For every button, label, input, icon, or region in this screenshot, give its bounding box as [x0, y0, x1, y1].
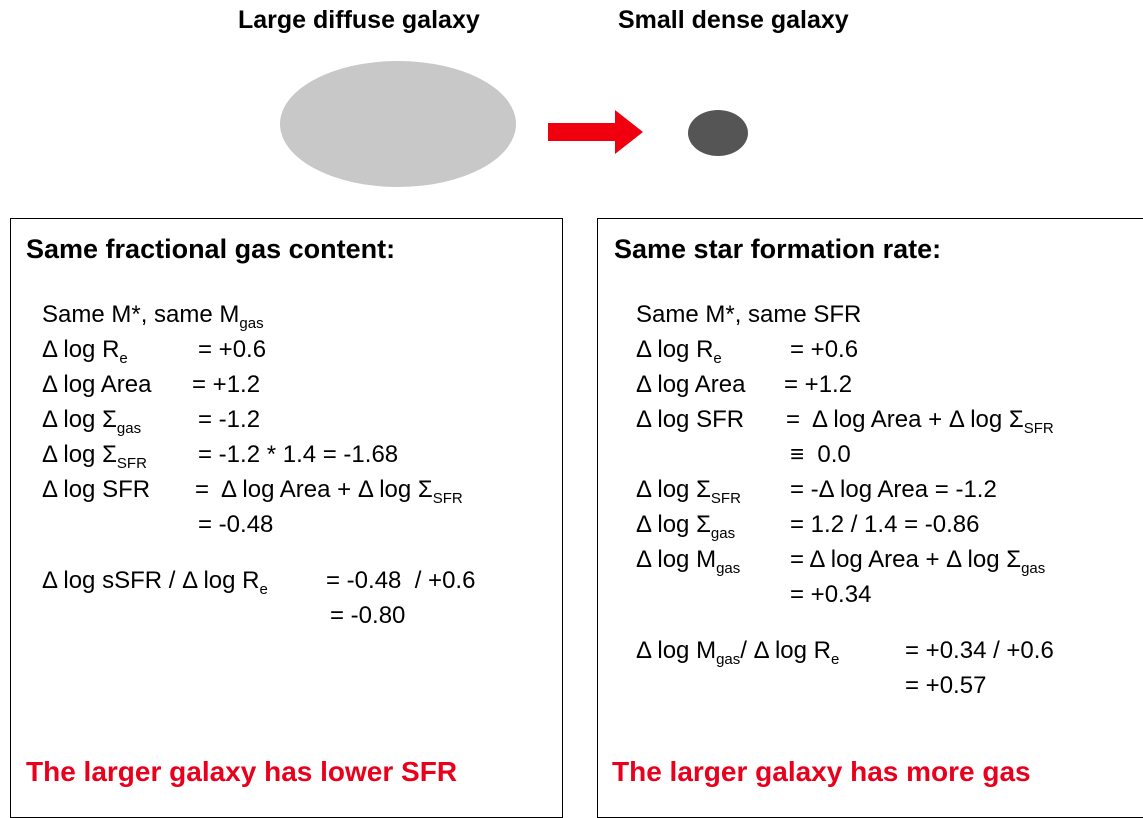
galaxy-label: Large diffuse galaxy — [238, 6, 480, 34]
subscript: gas — [716, 651, 741, 668]
equation-part: Δ log Re — [636, 335, 722, 367]
equation-part: Δ log SFR — [636, 405, 744, 435]
text: Δ log M — [636, 637, 717, 664]
text: = -1.2 * 1.4 = -1.68 — [198, 441, 399, 468]
subscript: e — [713, 350, 722, 367]
galaxy-label: Small dense galaxy — [618, 6, 849, 34]
equation-part: = -0.48 — [198, 510, 273, 540]
equation-part: Same M*, same SFR — [636, 300, 861, 330]
equation-part: = +1.2 — [784, 370, 852, 400]
equation-part: = Δ log Area + Δ log ΣSFR — [195, 475, 463, 507]
subscript: e — [119, 350, 128, 367]
equation-part: Same M*, same Mgas — [42, 300, 264, 332]
equation-part: = +0.34 — [790, 580, 871, 610]
text: Δ log SFR — [636, 406, 745, 433]
text: Same M*, same SFR — [636, 301, 862, 328]
text: Δ log R — [636, 336, 714, 363]
subscript: gas — [239, 315, 264, 332]
text: = -0.80 — [330, 602, 406, 629]
text: = Δ log Area + Δ log Σ — [786, 406, 1024, 433]
text: = -0.48 / +0.6 — [326, 567, 476, 594]
text: = -Δ log Area = -1.2 — [790, 476, 997, 503]
text: Δ log Area — [636, 371, 746, 398]
text: = +0.57 — [905, 672, 987, 699]
text: Same M*, same M — [42, 301, 240, 328]
conclusion: The larger galaxy has more gas — [612, 756, 1031, 787]
subscript: gas — [116, 420, 142, 437]
subscript: e — [259, 581, 268, 598]
text: Δ log Area — [42, 371, 152, 398]
subscript: SFR — [116, 455, 147, 472]
text: ≡ 0.0 — [790, 441, 851, 468]
subscript: SFR — [710, 490, 741, 507]
text: = +0.34 / +0.6 — [905, 637, 1054, 664]
box-title: Same star formation rate: — [614, 234, 942, 264]
subscript: gas — [1021, 560, 1046, 577]
text: Δ log Σ — [42, 441, 117, 468]
equation-part: = +0.6 — [198, 335, 266, 365]
subscript: gas — [710, 525, 736, 542]
text: = -1.2 — [198, 406, 261, 433]
text: = +1.2 — [784, 371, 853, 398]
text: Δ log Σ — [42, 406, 117, 433]
equation-part: Δ log Area — [42, 370, 151, 400]
equation-part: Δ log ΣSFR — [636, 475, 741, 507]
equation-part: Δ log Σgas — [42, 405, 142, 437]
text: = +0.6 — [198, 336, 267, 363]
equation-part: = -1.2 — [198, 405, 260, 435]
text: = 1.2 / 1.4 = -0.86 — [790, 511, 980, 538]
equation-part: = +0.57 — [905, 671, 986, 701]
text: = Δ log Area + Δ log Σ — [790, 546, 1022, 573]
subscript: e — [831, 651, 840, 668]
text: Δ log M — [636, 546, 717, 573]
subscript: SFR — [1023, 420, 1054, 437]
equation-part: = 1.2 / 1.4 = -0.86 — [790, 510, 979, 540]
equation-part: Δ log Σgas — [636, 510, 736, 542]
equation-part: = Δ log Area + Δ log Σgas — [790, 545, 1046, 577]
page: Large diffuse galaxy Small dense galaxy … — [10, 6, 1143, 818]
conclusion: The larger galaxy has lower SFR — [26, 756, 458, 787]
subscript: SFR — [432, 490, 463, 507]
text: Δ log R — [42, 336, 120, 363]
text: Δ log SFR — [42, 476, 151, 503]
text: = +1.2 — [192, 371, 261, 398]
equation-part: = -1.2 * 1.4 = -1.68 — [198, 440, 398, 470]
large-galaxy — [280, 61, 516, 187]
subscript: gas — [716, 560, 741, 577]
arrow — [548, 110, 643, 154]
equation-part: = +0.34 / +0.6 — [905, 636, 1054, 666]
equation-part: ≡ 0.0 — [790, 440, 851, 470]
equation-part: = -Δ log Area = -1.2 — [790, 475, 997, 505]
equation-part: Δ log Mgas — [636, 545, 741, 577]
equation-part: Δ log Area — [636, 370, 745, 400]
text: Δ log Σ — [636, 511, 711, 538]
equation-part: = -0.48 / +0.6 — [326, 566, 475, 596]
equation-part: Δ log Mgas/ Δ log Re — [636, 636, 840, 668]
text: = +0.6 — [790, 336, 859, 363]
equation-part: = -0.80 — [330, 601, 405, 631]
box-title: Same fractional gas content: — [26, 234, 396, 264]
equation-part: = Δ log Area + Δ log ΣSFR — [786, 405, 1054, 437]
equation-part: = +1.2 — [192, 370, 260, 400]
small-galaxy — [688, 110, 748, 156]
galaxy-illustration — [280, 61, 748, 187]
text: = +0.34 — [790, 581, 872, 608]
equation-part: Δ log Re — [42, 335, 128, 367]
equation-part: = +0.6 — [790, 335, 858, 365]
equation-part: Δ log SFR — [42, 475, 150, 505]
text: Δ log Σ — [636, 476, 711, 503]
equation-part: Δ log sSFR / Δ log Re — [42, 566, 268, 598]
text: = Δ log Area + Δ log Σ — [195, 476, 433, 503]
text: Δ log sSFR / Δ log R — [42, 567, 260, 594]
text: / Δ log R — [740, 637, 831, 664]
text: = -0.48 — [198, 511, 274, 538]
equation-part: Δ log ΣSFR — [42, 440, 147, 472]
